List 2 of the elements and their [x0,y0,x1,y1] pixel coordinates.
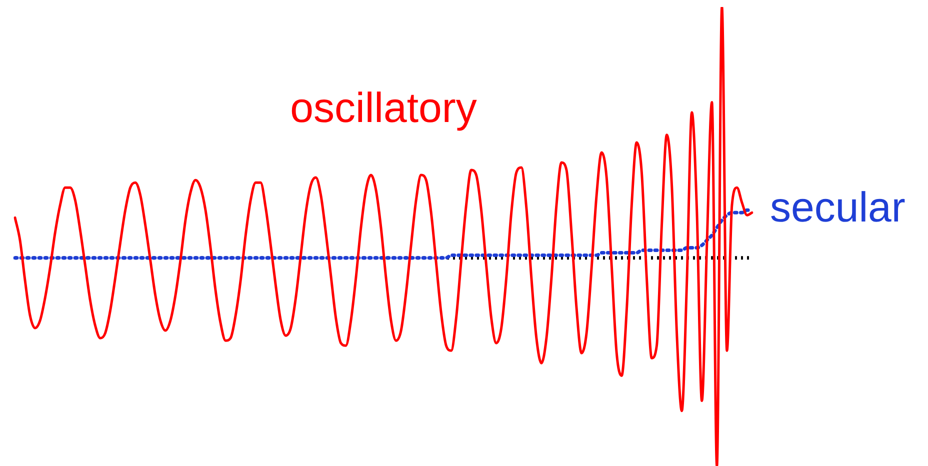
series-label: secular [770,184,906,231]
series-label: oscillatory [290,84,477,131]
